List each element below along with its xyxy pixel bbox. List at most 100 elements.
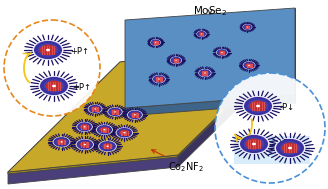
- Ellipse shape: [171, 57, 181, 64]
- Ellipse shape: [242, 24, 252, 30]
- Ellipse shape: [38, 76, 70, 96]
- Ellipse shape: [204, 72, 206, 74]
- Ellipse shape: [46, 49, 50, 51]
- Ellipse shape: [116, 127, 133, 138]
- Ellipse shape: [40, 45, 56, 55]
- Ellipse shape: [88, 105, 102, 113]
- Ellipse shape: [158, 78, 160, 80]
- Circle shape: [215, 73, 325, 183]
- Ellipse shape: [252, 143, 256, 145]
- Ellipse shape: [99, 141, 116, 151]
- Ellipse shape: [151, 40, 160, 45]
- Polygon shape: [125, 8, 295, 108]
- Ellipse shape: [152, 40, 159, 45]
- Ellipse shape: [154, 76, 163, 82]
- Ellipse shape: [153, 41, 158, 44]
- Ellipse shape: [101, 143, 114, 150]
- Ellipse shape: [250, 101, 266, 112]
- Ellipse shape: [288, 147, 292, 149]
- Ellipse shape: [107, 107, 123, 117]
- Ellipse shape: [123, 132, 126, 133]
- Ellipse shape: [240, 135, 268, 153]
- Ellipse shape: [248, 99, 268, 113]
- Ellipse shape: [199, 69, 211, 77]
- Ellipse shape: [127, 110, 143, 120]
- Ellipse shape: [170, 57, 182, 64]
- Ellipse shape: [275, 138, 306, 158]
- Ellipse shape: [79, 141, 91, 148]
- Ellipse shape: [197, 31, 206, 37]
- Text: MoSe$_2$: MoSe$_2$: [193, 4, 227, 18]
- Ellipse shape: [282, 143, 298, 153]
- Ellipse shape: [84, 144, 86, 145]
- Ellipse shape: [243, 24, 252, 30]
- Ellipse shape: [114, 111, 116, 112]
- Ellipse shape: [279, 141, 300, 155]
- Ellipse shape: [116, 128, 132, 138]
- Ellipse shape: [120, 130, 129, 136]
- Ellipse shape: [175, 60, 177, 61]
- Ellipse shape: [246, 63, 253, 67]
- Ellipse shape: [80, 124, 89, 129]
- Ellipse shape: [32, 40, 64, 60]
- Ellipse shape: [173, 58, 179, 62]
- Ellipse shape: [216, 49, 228, 56]
- Ellipse shape: [130, 112, 140, 118]
- Ellipse shape: [90, 106, 100, 112]
- Ellipse shape: [106, 146, 109, 147]
- Ellipse shape: [242, 96, 274, 116]
- Text: +P↑: +P↑: [72, 83, 91, 91]
- Ellipse shape: [243, 62, 255, 69]
- Ellipse shape: [244, 25, 251, 29]
- Text: Co$_2$NF$_2$: Co$_2$NF$_2$: [152, 150, 204, 174]
- Ellipse shape: [91, 107, 99, 111]
- Text: +P↑: +P↑: [276, 139, 295, 149]
- Polygon shape: [125, 95, 295, 116]
- Ellipse shape: [196, 31, 207, 37]
- Ellipse shape: [79, 123, 90, 130]
- Ellipse shape: [103, 129, 106, 130]
- Ellipse shape: [53, 137, 70, 147]
- Ellipse shape: [97, 125, 112, 134]
- Ellipse shape: [131, 112, 139, 117]
- Text: +P↑: +P↑: [70, 46, 89, 56]
- Ellipse shape: [60, 141, 63, 143]
- Ellipse shape: [38, 43, 58, 57]
- Ellipse shape: [102, 143, 113, 149]
- Ellipse shape: [246, 139, 262, 149]
- Ellipse shape: [201, 33, 202, 34]
- Polygon shape: [8, 45, 290, 172]
- Ellipse shape: [276, 139, 304, 157]
- Ellipse shape: [172, 58, 180, 63]
- Ellipse shape: [52, 85, 56, 87]
- Ellipse shape: [221, 52, 223, 53]
- Ellipse shape: [55, 138, 68, 146]
- Ellipse shape: [44, 79, 64, 93]
- Ellipse shape: [76, 139, 94, 150]
- Polygon shape: [234, 136, 310, 164]
- Ellipse shape: [76, 122, 93, 132]
- Ellipse shape: [77, 139, 93, 150]
- Ellipse shape: [110, 109, 120, 115]
- Ellipse shape: [219, 50, 225, 54]
- Ellipse shape: [108, 108, 122, 116]
- Ellipse shape: [152, 75, 166, 83]
- Polygon shape: [178, 45, 290, 157]
- Ellipse shape: [111, 109, 119, 114]
- Ellipse shape: [248, 65, 250, 66]
- Ellipse shape: [243, 61, 256, 69]
- Ellipse shape: [150, 39, 161, 46]
- Ellipse shape: [77, 122, 92, 131]
- Ellipse shape: [46, 81, 62, 91]
- Ellipse shape: [134, 114, 136, 115]
- Ellipse shape: [99, 126, 110, 133]
- Text: -P↓: -P↓: [280, 102, 295, 112]
- Ellipse shape: [218, 50, 226, 55]
- Circle shape: [4, 20, 100, 116]
- Polygon shape: [8, 155, 178, 184]
- Ellipse shape: [199, 32, 204, 36]
- Ellipse shape: [89, 105, 102, 113]
- Ellipse shape: [128, 111, 142, 119]
- Ellipse shape: [34, 41, 62, 59]
- Ellipse shape: [256, 105, 260, 107]
